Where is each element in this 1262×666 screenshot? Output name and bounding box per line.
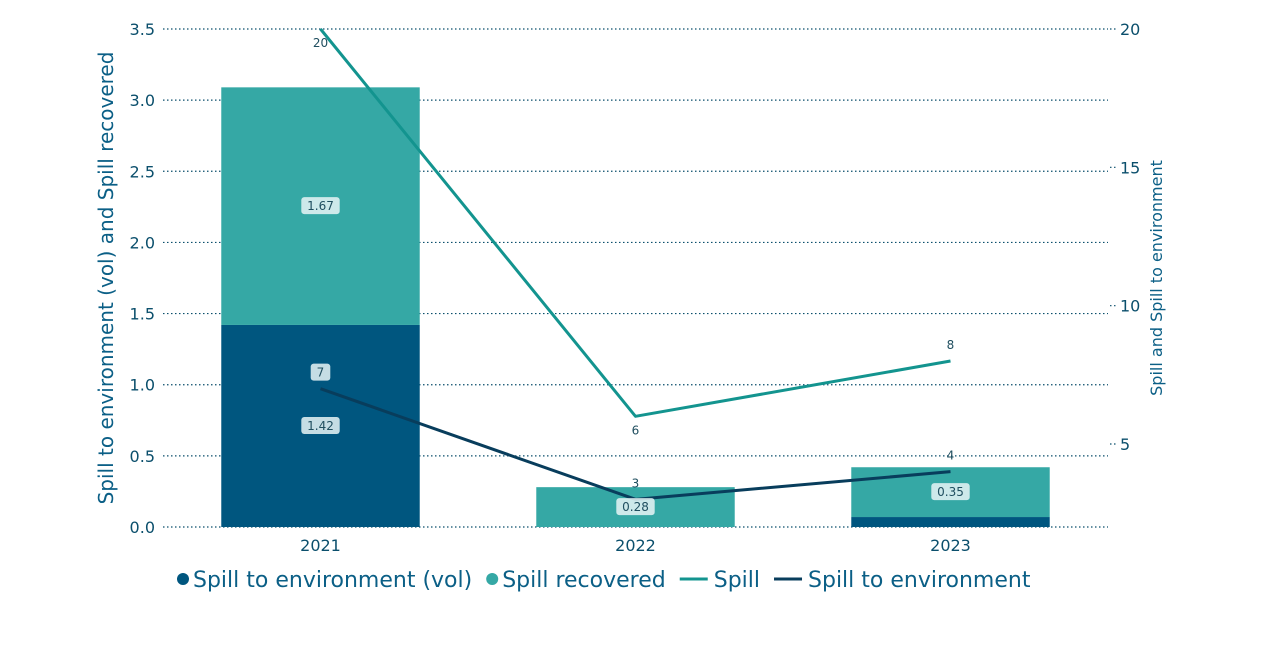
line-data-label: 20 — [313, 36, 328, 50]
y-axis-title: Spill to environment (vol) and Spill rec… — [94, 52, 118, 505]
legend-label: Spill — [714, 568, 760, 593]
y-tick-label: 1.0 — [130, 376, 155, 395]
label-layer: 1.42 1.67 0.28 0.35 20 6 8 7 3 4 — [301, 36, 970, 516]
x-tick-label: 2021 — [300, 536, 341, 555]
axis-layer: Spill to environment (vol) and Spill rec… — [94, 20, 1166, 555]
legend: Spill to environment (vol) Spill recovere… — [177, 568, 1031, 593]
y-tick-label: 0.0 — [130, 518, 155, 537]
line-data-label: 6 — [632, 423, 640, 437]
x-tick-label: 2022 — [615, 536, 656, 555]
data-label-bg — [616, 498, 655, 516]
y-tick-label: 3.5 — [130, 20, 155, 39]
line-data-label: 7 — [317, 366, 325, 380]
data-label-bg — [931, 483, 970, 501]
line-data-label: 4 — [947, 449, 955, 463]
bar-data-label: 0.28 — [622, 500, 649, 514]
y-tick-label: 0.5 — [130, 447, 155, 466]
bar-data-label: 0.35 — [937, 485, 964, 499]
legend-label: Spill to environment (vol) — [193, 568, 472, 593]
legend-marker — [177, 573, 189, 585]
legend-label: Spill to environment — [808, 568, 1031, 593]
legend-label: Spill recovered — [502, 568, 666, 593]
line-data-label: 3 — [632, 476, 640, 490]
y2-tick-label: 15 — [1120, 158, 1140, 177]
data-label-bg — [301, 197, 340, 215]
x-tick-label: 2023 — [930, 536, 971, 555]
bar-segment — [851, 517, 1050, 527]
y-tick-label: 1.5 — [130, 305, 155, 324]
y-tick-label: 2.0 — [130, 233, 155, 252]
y2-tick-label: 10 — [1120, 297, 1140, 316]
y2-tick-label: 20 — [1120, 20, 1140, 39]
y2-tick-label: 5 — [1120, 435, 1130, 454]
legend-marker — [486, 573, 499, 585]
data-label-bg — [301, 416, 340, 434]
y-tick-label: 2.5 — [130, 162, 155, 181]
bar-data-label: 1.42 — [307, 419, 334, 433]
y2-axis-title: Spill and Spill to environment — [1147, 160, 1166, 396]
bar-data-label: 1.67 — [307, 199, 334, 213]
y-tick-label: 3.0 — [130, 91, 155, 110]
data-label-bg — [310, 363, 331, 381]
bar-layer — [221, 87, 1050, 527]
line-data-label: 8 — [947, 338, 955, 352]
series-line-0 — [319, 28, 951, 418]
